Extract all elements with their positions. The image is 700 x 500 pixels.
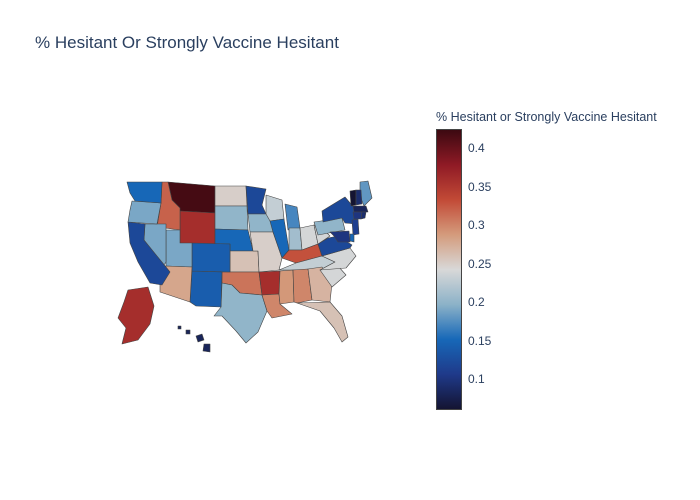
colorbar-tick-3: 0.25 xyxy=(468,256,492,271)
state-md[interactable] xyxy=(329,230,351,243)
state-fl[interactable] xyxy=(296,301,349,343)
colorbar-tick-2: 0.2 xyxy=(468,295,485,310)
colorbar-tick-0: 0.1 xyxy=(468,372,485,387)
colorbar xyxy=(436,129,462,410)
state-ri[interactable] xyxy=(360,211,367,220)
state-mi[interactable] xyxy=(284,203,301,231)
state-nj[interactable] xyxy=(351,218,360,236)
state-nh[interactable] xyxy=(355,189,363,206)
state-mn[interactable] xyxy=(245,185,267,215)
state-ny[interactable] xyxy=(321,196,357,225)
state-ct[interactable] xyxy=(352,211,363,220)
state-nd[interactable] xyxy=(214,185,248,207)
colorbar-tick-5: 0.35 xyxy=(468,179,492,194)
state-vt[interactable] xyxy=(349,189,357,207)
state-tx[interactable] xyxy=(213,282,268,344)
state-nm[interactable] xyxy=(189,270,223,308)
state-de[interactable] xyxy=(349,233,355,243)
chart-title: % Hesitant Or Strongly Vaccine Hesitant xyxy=(35,33,339,52)
colorbar-tick-1: 0.15 xyxy=(468,333,492,348)
state-al[interactable] xyxy=(292,268,313,304)
colorbar-tick-6: 0.4 xyxy=(468,141,485,156)
state-wi[interactable] xyxy=(265,194,285,222)
state-ks[interactable] xyxy=(229,250,260,273)
colorbar-tick-4: 0.3 xyxy=(468,218,485,233)
state-or[interactable] xyxy=(127,200,162,225)
state-co[interactable] xyxy=(191,242,231,273)
colorbar-title: % Hesitant or Strongly Vaccine Hesitant xyxy=(436,110,657,124)
state-ca[interactable] xyxy=(127,221,171,286)
state-ms[interactable] xyxy=(278,269,295,305)
state-sd[interactable] xyxy=(214,205,249,231)
state-ar[interactable] xyxy=(258,270,281,296)
state-wa[interactable] xyxy=(126,181,163,204)
state-ak[interactable] xyxy=(117,286,155,345)
state-wy[interactable] xyxy=(179,210,216,246)
state-ma[interactable] xyxy=(352,205,369,213)
state-hi[interactable] xyxy=(177,325,211,353)
